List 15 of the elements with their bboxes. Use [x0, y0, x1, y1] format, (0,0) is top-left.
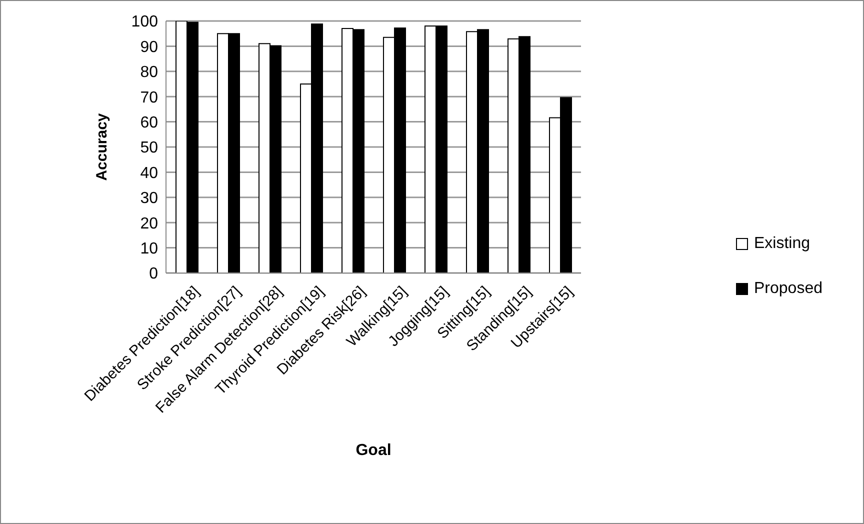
y-tick-label: 60 — [140, 114, 158, 132]
y-tick-label: 50 — [140, 140, 158, 157]
y-tick-label: 100 — [131, 14, 158, 31]
y-tick-label: 10 — [140, 240, 158, 258]
y-tick-label: 30 — [140, 190, 158, 208]
y-axis-title: Accuracy — [93, 112, 110, 181]
y-tick-label: 0 — [149, 266, 158, 283]
legend-label: Existing — [754, 234, 810, 252]
y-tick-label: 80 — [140, 64, 158, 82]
y-tick-label: 20 — [140, 215, 158, 232]
y-tick-label: 40 — [140, 164, 158, 182]
y-tick-label: 90 — [140, 38, 158, 56]
legend-label: Proposed — [754, 280, 822, 298]
y-tick-label: 70 — [140, 89, 158, 106]
x-axis-title: Goal — [356, 442, 392, 459]
